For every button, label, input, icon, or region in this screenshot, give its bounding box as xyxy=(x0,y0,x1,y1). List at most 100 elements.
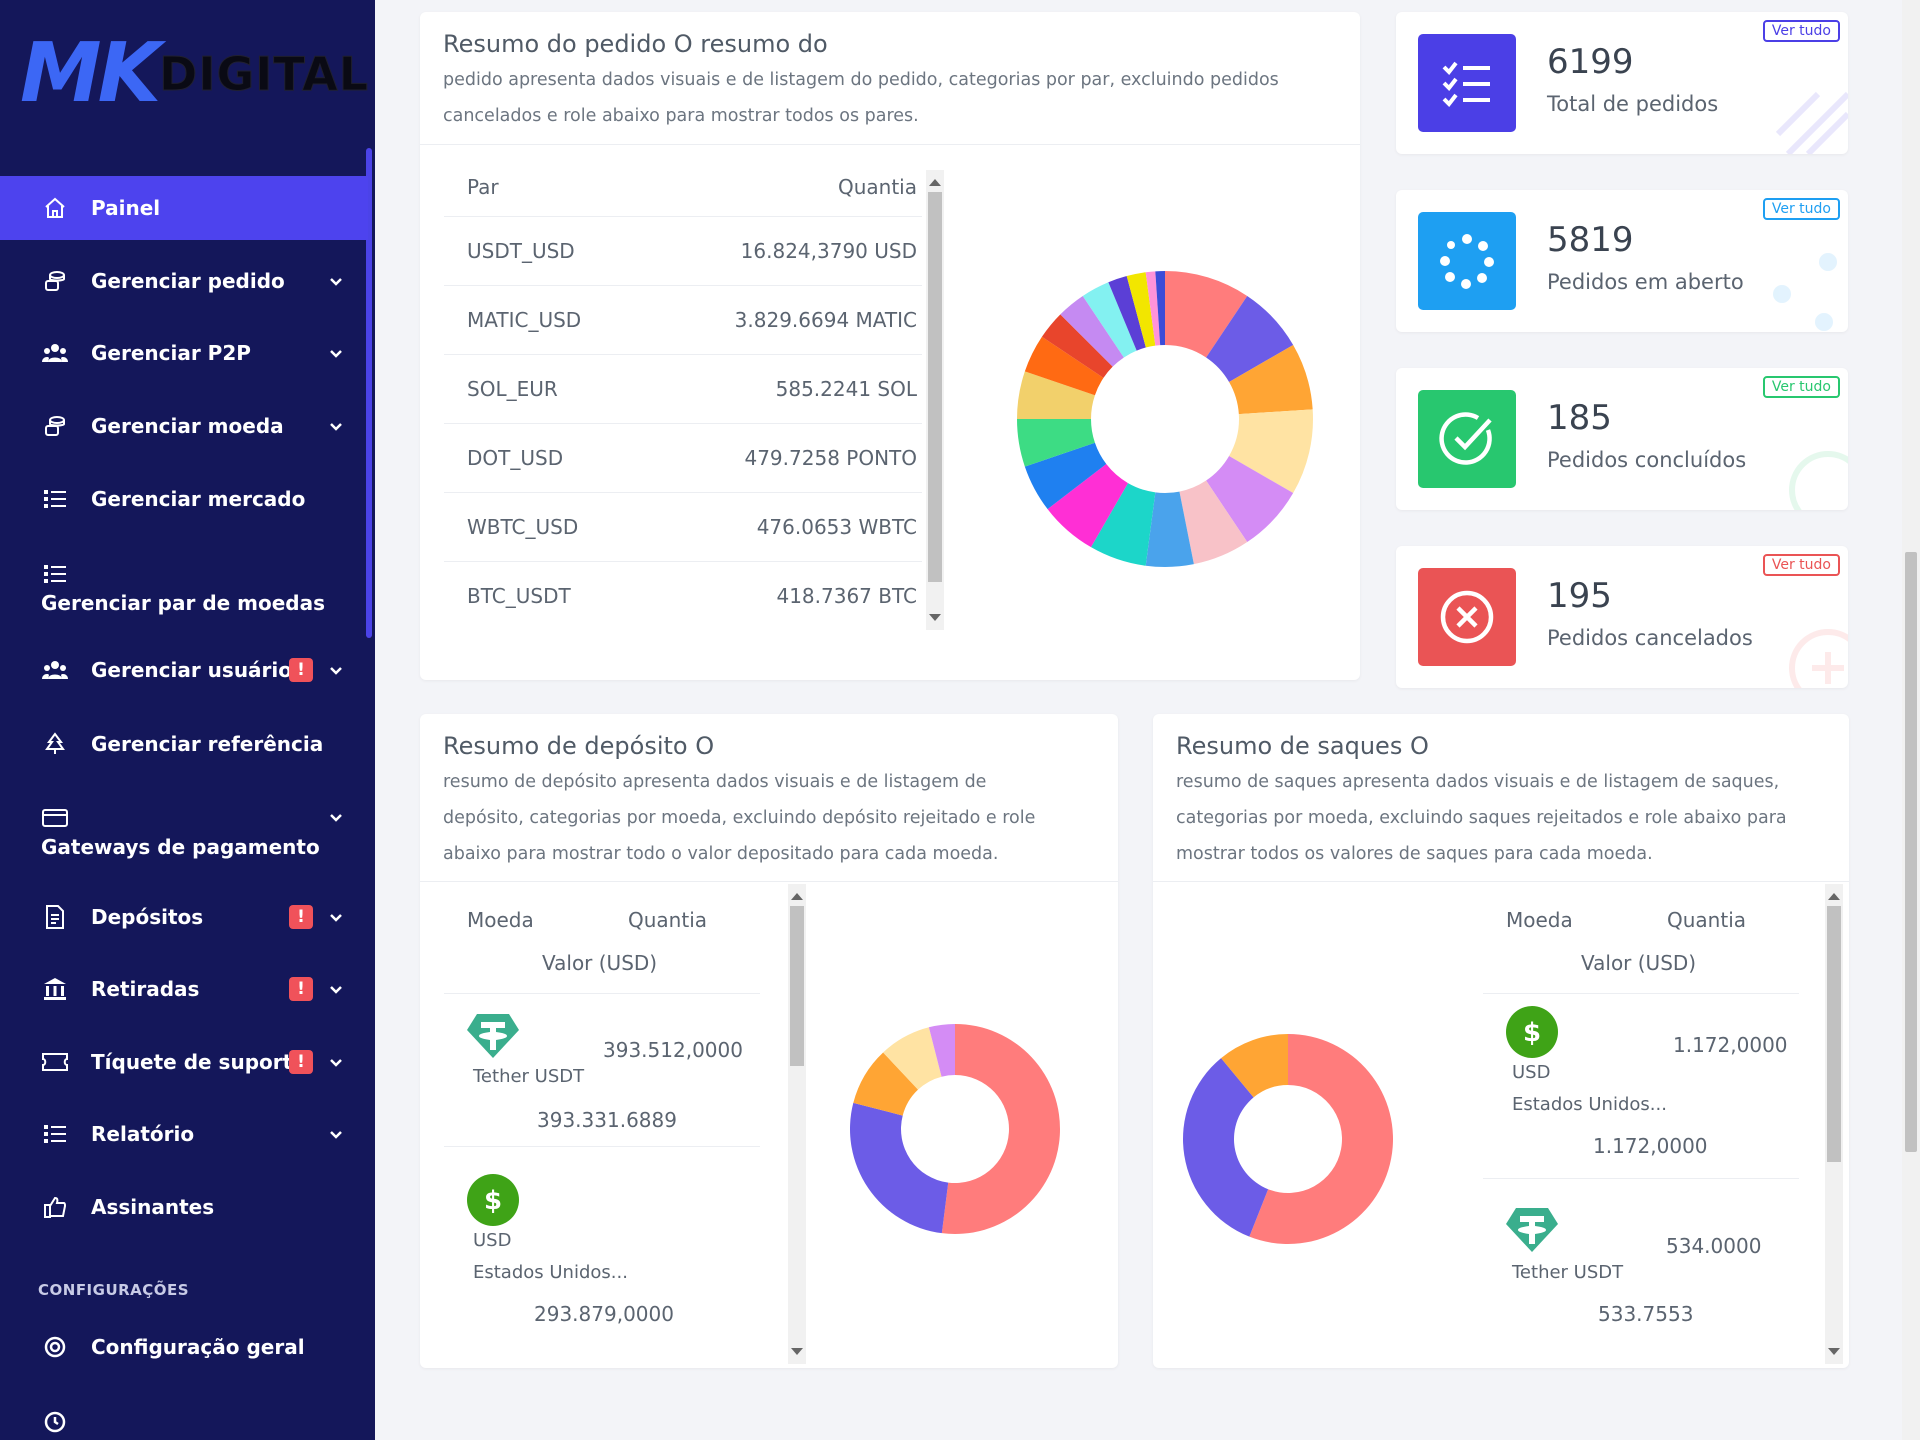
list-icon xyxy=(42,486,68,512)
pie-slice[interactable] xyxy=(850,1102,949,1234)
brand-logo[interactable]: MK DIGITAL xyxy=(20,33,369,115)
pie-slice[interactable] xyxy=(1108,276,1146,351)
page-scroll-thumb[interactable] xyxy=(1905,552,1917,1152)
view-all-link[interactable]: Ver tudo xyxy=(1762,554,1840,576)
pie-slice[interactable] xyxy=(883,1027,942,1090)
sidebar-item-label: Tíquete de suporte xyxy=(91,1050,306,1074)
sidebar-item-gerenciar-referencia[interactable]: Gerenciar referência xyxy=(0,715,368,773)
deposit-list-scrollbar[interactable] xyxy=(788,884,806,1364)
order-summary-card: Resumo do pedido O resumo do pedido apre… xyxy=(420,12,1360,680)
divider xyxy=(1483,1178,1799,1179)
pair-cell: BTC_USDT xyxy=(467,583,571,608)
pie-slice[interactable] xyxy=(1206,456,1294,543)
pie-slice[interactable] xyxy=(1126,272,1156,348)
card-header: Resumo do pedido O resumo do pedido apre… xyxy=(420,12,1360,145)
section-title-configuracoes: CONFIGURAÇÕES xyxy=(38,1281,190,1299)
scroll-up-arrow[interactable] xyxy=(791,893,803,900)
sidebar-item-gerenciar-p2p[interactable]: Gerenciar P2P xyxy=(0,324,368,382)
sidebar-item-label: Relatório xyxy=(91,1122,195,1146)
pie-slice[interactable] xyxy=(1249,1034,1393,1244)
coin-country: Estados Unidos... xyxy=(1512,1094,1667,1115)
sidebar-item-gerenciar-mercado[interactable]: Gerenciar mercado xyxy=(0,470,368,528)
amount-cell: 585.2241 SOL xyxy=(646,354,922,424)
sidebar-item-gerenciar-pedido[interactable]: Gerenciar pedido xyxy=(0,252,368,310)
sidebar-item-label: Gerenciar pedido xyxy=(91,269,285,293)
divider xyxy=(444,993,760,994)
scroll-up-arrow[interactable] xyxy=(929,179,941,186)
users-icon xyxy=(42,657,68,683)
pie-slice[interactable] xyxy=(1221,1034,1288,1098)
scroll-down-arrow[interactable] xyxy=(791,1348,803,1355)
view-all-link[interactable]: Ver tudo xyxy=(1762,20,1840,42)
pie-slice[interactable] xyxy=(1165,271,1248,358)
pie-slice[interactable] xyxy=(1179,480,1248,565)
sidebar-item-depositos[interactable]: Depósitos ! xyxy=(0,888,368,946)
column-header-amount: Quantia xyxy=(1667,908,1747,932)
pie-slice[interactable] xyxy=(928,1024,955,1077)
pie-slice[interactable] xyxy=(1183,1058,1269,1237)
scroll-thumb[interactable] xyxy=(790,906,804,1066)
chevron-down-icon xyxy=(330,350,342,358)
scroll-down-arrow[interactable] xyxy=(1828,1348,1840,1355)
column-header-value: Valor (USD) xyxy=(542,951,658,975)
sidebar-item-gerenciar-par-de-moedas[interactable]: Gerenciar par de moedas xyxy=(0,553,368,623)
pie-slice[interactable] xyxy=(1091,483,1156,566)
decoration-icon xyxy=(1789,451,1848,510)
sidebar-item-assinantes[interactable]: Assinantes xyxy=(0,1178,368,1236)
amount-cell: 418.7367 BTC xyxy=(776,583,917,608)
sidebar-item-tiquete-de-suporte[interactable]: Tíquete de suporte ! xyxy=(0,1033,368,1091)
sidebar-item-configuracao-geral[interactable]: Configuração geral xyxy=(0,1318,368,1376)
pie-slice[interactable] xyxy=(1206,295,1294,382)
sidebar-item-relatorio[interactable]: Relatório xyxy=(0,1105,368,1163)
order-table-scrollbar[interactable] xyxy=(926,170,944,630)
scroll-up-arrow[interactable] xyxy=(1828,893,1840,900)
view-all-link[interactable]: Ver tudo xyxy=(1762,198,1840,220)
pie-slice[interactable] xyxy=(1229,345,1313,415)
tree-icon xyxy=(42,731,68,757)
thumbs-up-icon xyxy=(42,1194,68,1220)
sidebar-item-gateways-de-pagamento[interactable]: Gateways de pagamento xyxy=(0,797,368,867)
stat-label: Pedidos cancelados xyxy=(1547,626,1753,650)
pie-slice[interactable] xyxy=(1017,419,1095,467)
pie-slice[interactable] xyxy=(1082,282,1137,358)
sidebar-item-label: Configuração geral xyxy=(91,1335,305,1359)
sidebar-item-label: Gerenciar usuários xyxy=(91,658,304,682)
users-icon xyxy=(42,340,68,366)
withdraw-list-scrollbar[interactable] xyxy=(1825,884,1843,1364)
pie-slice[interactable] xyxy=(1229,409,1313,493)
pie-slice[interactable] xyxy=(1024,442,1107,510)
pie-slice[interactable] xyxy=(1047,464,1128,548)
sidebar-item-painel[interactable]: Painel xyxy=(0,176,368,240)
stat-value: 6199 xyxy=(1547,42,1634,82)
scroll-thumb[interactable] xyxy=(928,192,942,582)
pie-slice[interactable] xyxy=(1145,491,1194,567)
sidebar-item-label: Depósitos xyxy=(91,905,204,929)
pie-slice[interactable] xyxy=(1024,336,1104,396)
sidebar-item-retiradas[interactable]: Retiradas ! xyxy=(0,960,368,1018)
stat-value: 5819 xyxy=(1547,220,1634,260)
pie-slice[interactable] xyxy=(1060,295,1124,367)
pair-cell: MATIC_USD xyxy=(444,285,647,355)
column-header-amount: Quantia xyxy=(628,908,708,932)
pie-slice[interactable] xyxy=(1145,271,1161,346)
stat-card-open: 5819 Pedidos em aberto Ver tudo xyxy=(1396,190,1848,332)
sidebar-item-gerenciar-moeda[interactable]: Gerenciar moeda xyxy=(0,397,368,455)
pie-slice[interactable] xyxy=(853,1052,919,1116)
sidebar-item-clock[interactable] xyxy=(0,1402,368,1440)
scroll-thumb[interactable] xyxy=(1827,906,1841,1162)
stat-value: 185 xyxy=(1547,398,1612,438)
spinner-icon xyxy=(1418,212,1516,310)
pair-cell: USDT_USD xyxy=(444,216,647,286)
amount-cell: 3.829.6694 MATIC xyxy=(646,285,922,355)
pie-slice[interactable] xyxy=(1017,371,1095,419)
sidebar-item-gerenciar-usuarios[interactable]: Gerenciar usuários ! xyxy=(0,641,368,699)
page-scrollbar[interactable] xyxy=(1902,0,1920,1440)
amount-cell: 16.824,3790 USD xyxy=(646,216,922,286)
sidebar-scrollbar[interactable] xyxy=(366,148,372,638)
pie-slice[interactable] xyxy=(1041,314,1113,378)
view-all-link[interactable]: Ver tudo xyxy=(1762,376,1840,398)
scroll-down-arrow[interactable] xyxy=(929,614,941,621)
pie-slice[interactable] xyxy=(941,1024,1060,1234)
pie-slice[interactable] xyxy=(1155,271,1165,346)
stat-label: Pedidos em aberto xyxy=(1547,270,1744,294)
